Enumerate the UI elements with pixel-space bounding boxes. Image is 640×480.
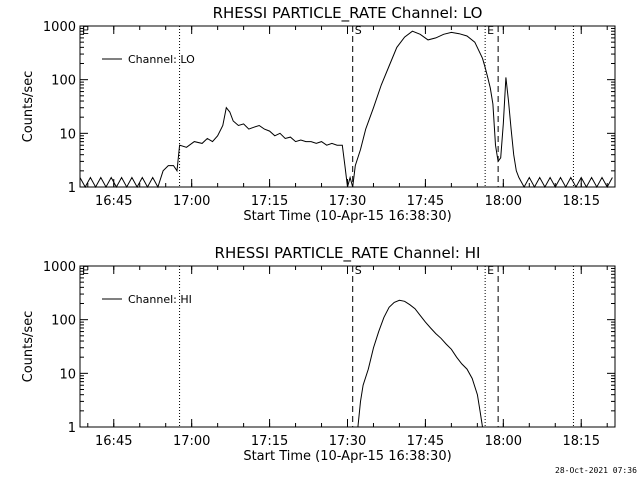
- legend-label: Channel: LO: [128, 53, 195, 66]
- x-tick-label: 18:15: [563, 434, 600, 449]
- x-tick-label: 17:30: [329, 434, 366, 449]
- corner-marker: E: [82, 264, 89, 277]
- y-tick-label: 1000: [43, 20, 76, 35]
- y-tick-label: 100: [51, 314, 76, 329]
- x-tick-label: 17:45: [407, 194, 444, 209]
- y-tick-label: 1000: [43, 260, 76, 275]
- x-tick-label: 17:15: [251, 434, 288, 449]
- x-tick-label: 16:45: [95, 434, 132, 449]
- footer-timestamp: 28-Oct-2021 07:36: [555, 466, 637, 475]
- y-axis-label: Counts/sec: [21, 71, 36, 143]
- x-tick-label: 16:45: [95, 194, 132, 209]
- x-tick-label: 17:45: [407, 434, 444, 449]
- plot-frame: [79, 265, 616, 428]
- marker-label-s: S: [355, 24, 362, 37]
- x-tick-label: 17:00: [173, 194, 210, 209]
- y-tick-label: 1: [68, 181, 76, 196]
- y-tick-label: 100: [51, 74, 76, 89]
- series-line-0-0: [79, 30, 613, 189]
- plot-frame: [79, 25, 616, 188]
- x-axis-label: Start Time (10-Apr-15 16:38:30): [243, 449, 451, 464]
- y-tick-label: 1: [68, 421, 76, 436]
- x-tick-label: 17:30: [329, 194, 366, 209]
- legend-label: Channel: HI: [128, 293, 192, 306]
- x-tick-label: 17:00: [173, 434, 210, 449]
- chart-title: RHESSI PARTICLE_RATE Channel: HI: [215, 244, 481, 263]
- series-line-1-0: [357, 299, 483, 428]
- marker-label-e: E: [487, 264, 494, 277]
- x-tick-label: 18:00: [485, 434, 522, 449]
- marker-label-e: E: [487, 24, 494, 37]
- x-tick-label: 17:15: [251, 194, 288, 209]
- y-tick-label: 10: [59, 367, 76, 382]
- y-tick-label: 10: [59, 127, 76, 142]
- marker-label-s: S: [355, 264, 362, 277]
- chart-title: RHESSI PARTICLE_RATE Channel: LO: [213, 4, 483, 23]
- y-axis-label: Counts/sec: [21, 311, 36, 383]
- x-tick-label: 18:00: [485, 194, 522, 209]
- corner-marker: E: [82, 24, 89, 37]
- x-axis-label: Start Time (10-Apr-15 16:38:30): [243, 209, 451, 224]
- x-tick-label: 18:15: [563, 194, 600, 209]
